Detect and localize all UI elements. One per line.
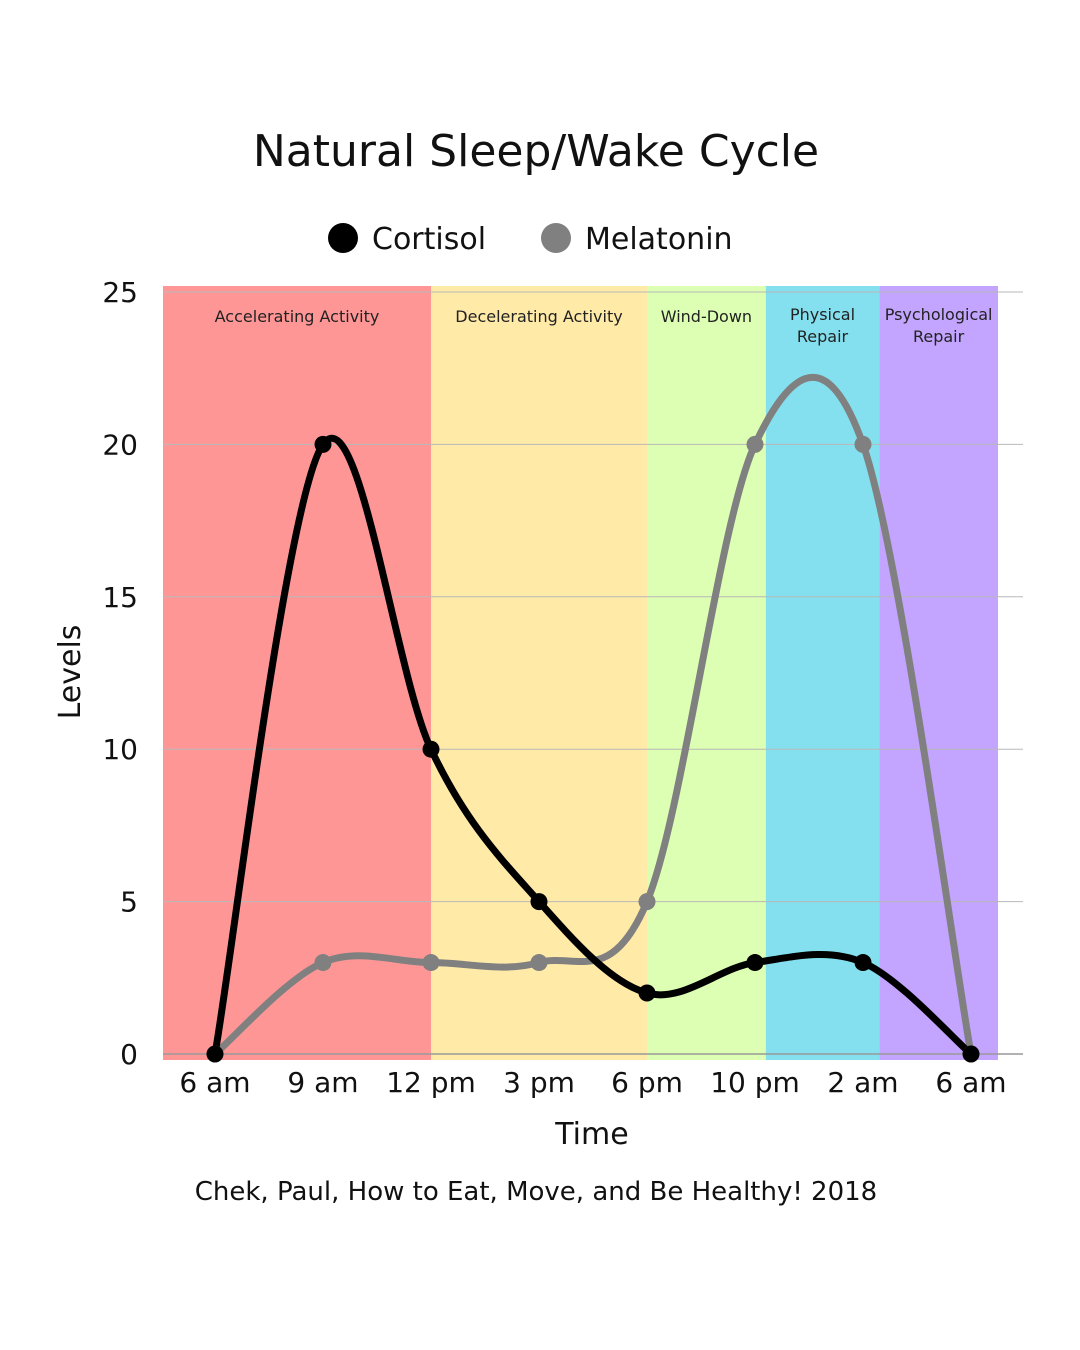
band-label: Physical — [790, 305, 855, 324]
legend: Cortisol Melatonin — [328, 222, 733, 257]
x-tick-label: 12 pm — [386, 1066, 476, 1099]
series-lines — [206, 374, 980, 1063]
y-axis-ticks: 0 5 10 15 20 25 — [102, 276, 138, 1071]
activity-bands: Accelerating Activity Decelerating Activi… — [163, 286, 998, 1060]
band-2 — [647, 286, 766, 1060]
data-point-cortisol — [638, 984, 656, 1002]
y-tick-label: 5 — [120, 886, 138, 919]
data-point-melatonin — [854, 435, 872, 453]
data-point-cortisol — [422, 740, 440, 758]
x-tick-label: 9 am — [287, 1066, 358, 1099]
band-label: Psychological — [885, 305, 993, 324]
legend-label-melatonin: Melatonin — [585, 222, 733, 257]
legend-marker-cortisol — [328, 223, 358, 253]
band-3 — [765, 286, 880, 1060]
x-tick-label: 6 pm — [611, 1066, 683, 1099]
band-1 — [431, 286, 647, 1060]
band-0 — [163, 286, 431, 1060]
y-tick-label: 10 — [102, 733, 138, 766]
data-point-cortisol — [206, 1045, 224, 1063]
source-citation: Chek, Paul, How to Eat, Move, and Be Hea… — [195, 1177, 877, 1207]
band-label: Repair — [797, 327, 849, 346]
data-point-melatonin — [314, 954, 332, 972]
series-line-melatonin — [211, 374, 975, 1058]
y-axis-label: Levels — [53, 625, 88, 720]
x-tick-label: 6 am — [179, 1066, 250, 1099]
legend-marker-melatonin — [541, 223, 571, 253]
x-tick-label: 2 am — [827, 1066, 898, 1099]
data-point-melatonin — [638, 893, 656, 911]
data-point-cortisol — [962, 1045, 980, 1063]
data-point-melatonin — [422, 954, 440, 972]
y-tick-label: 0 — [120, 1038, 138, 1071]
chart-title: Natural Sleep/Wake Cycle — [253, 126, 819, 177]
data-point-melatonin — [530, 954, 548, 972]
data-point-cortisol — [746, 954, 764, 972]
band-label: Repair — [913, 327, 965, 346]
data-point-cortisol — [530, 893, 548, 911]
x-axis-label: Time — [554, 1117, 628, 1152]
x-tick-label: 10 pm — [710, 1066, 800, 1099]
legend-label-cortisol: Cortisol — [372, 222, 486, 257]
data-point-cortisol — [314, 435, 332, 453]
x-tick-label: 6 am — [935, 1066, 1006, 1099]
gridlines — [163, 291, 1023, 1055]
data-point-melatonin — [746, 435, 764, 453]
y-tick-label: 20 — [102, 428, 138, 461]
band-label: Decelerating Activity — [455, 307, 622, 326]
y-tick-label: 25 — [102, 276, 138, 309]
x-tick-label: 3 pm — [503, 1066, 575, 1099]
band-label: Wind-Down — [661, 307, 752, 326]
x-axis-ticks: 6 am 9 am 12 pm 3 pm 6 pm 10 pm 2 am 6 am — [179, 1066, 1006, 1099]
band-label: Accelerating Activity — [215, 307, 380, 326]
series-line-cortisol — [211, 434, 975, 1058]
data-point-cortisol — [854, 954, 872, 972]
y-tick-label: 15 — [102, 581, 138, 614]
band-4 — [879, 286, 998, 1060]
